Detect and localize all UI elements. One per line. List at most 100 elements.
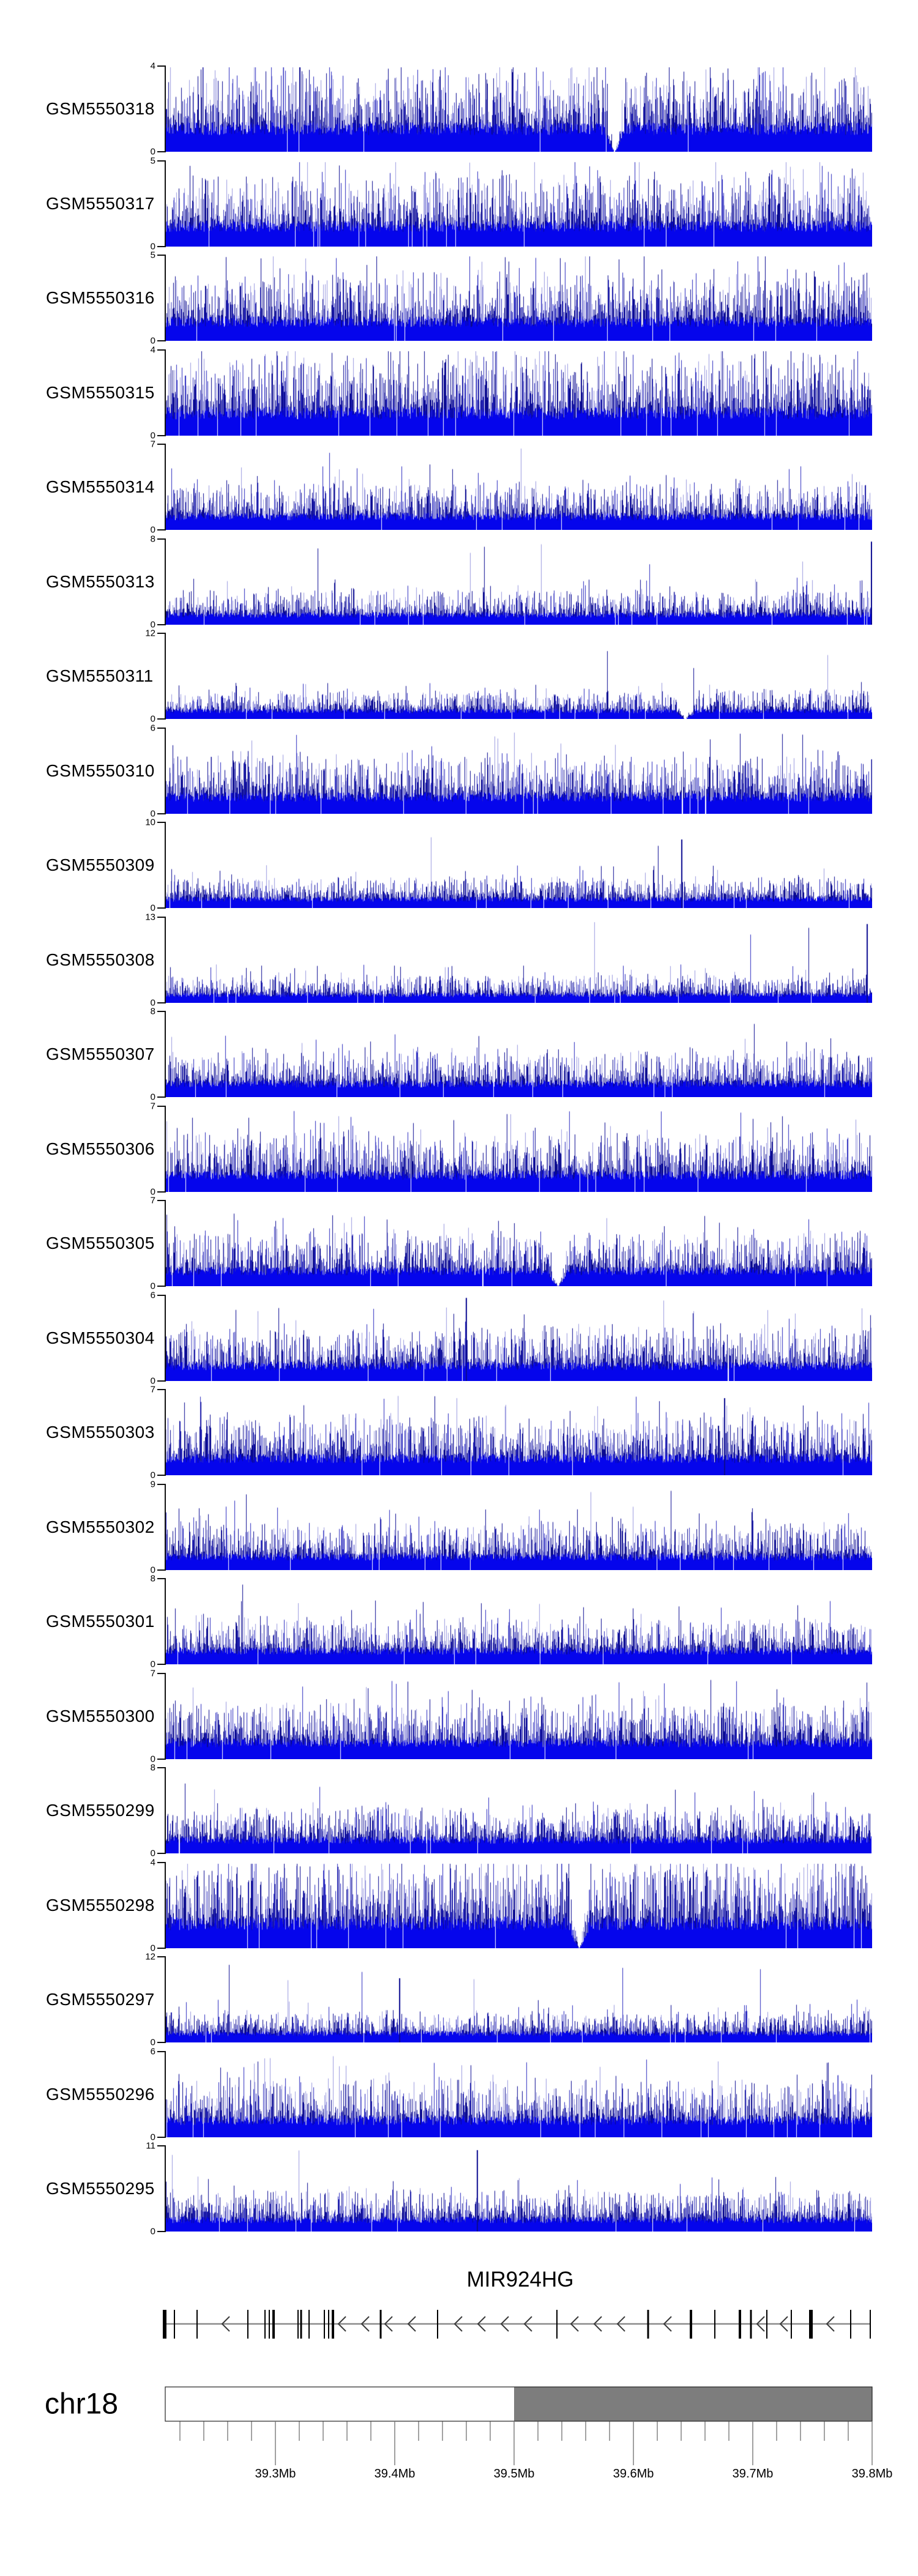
y-axis-top-tick (157, 728, 166, 729)
y-axis-zero-label: 0 (150, 2132, 155, 2143)
signal-track-row: GSM5550313 8 0 (0, 535, 918, 630)
y-axis-top-tick (157, 1295, 166, 1296)
signal-track-row: GSM5550296 6 0 (0, 2047, 918, 2142)
ruler-tick-label: 39.3Mb (255, 2467, 296, 2481)
strand-direction-chevron-icon (663, 2316, 672, 2332)
signal-track-row: GSM5550317 5 0 (0, 157, 918, 251)
y-axis-zero-label: 0 (150, 808, 155, 819)
y-axis-top-tick (157, 1389, 166, 1390)
exon-tick (437, 2310, 438, 2339)
coverage-signal-canvas (166, 66, 872, 152)
coverage-signal-canvas (166, 2052, 872, 2137)
track-label: GSM5550298 (46, 1896, 155, 1915)
y-axis-line (165, 1295, 166, 1381)
y-axis-top-tick (157, 917, 166, 918)
y-axis-top-tick (157, 2051, 166, 2052)
chromosome-label: chr18 (45, 2388, 119, 2421)
track-label: GSM5550311 (46, 666, 154, 685)
y-axis-top-tick (157, 1484, 166, 1485)
coverage-signal-canvas (166, 1106, 872, 1192)
exon-tick (379, 2310, 382, 2339)
track-label: GSM5550308 (46, 950, 155, 969)
track-label: GSM5550318 (46, 99, 155, 118)
y-axis-line (165, 1579, 166, 1664)
y-axis-zero-label: 0 (150, 524, 155, 535)
track-label: GSM5550314 (46, 477, 155, 496)
signal-track-row: GSM5550297 12 0 (0, 1952, 918, 2047)
track-label: GSM5550297 (46, 1990, 155, 2009)
track-label: GSM5550309 (46, 855, 155, 874)
coverage-signal-canvas (166, 1863, 872, 1948)
y-axis-top-tick (157, 2145, 166, 2146)
signal-track-row: GSM5550306 7 0 (0, 1102, 918, 1197)
signal-track-row: GSM5550310 6 0 (0, 724, 918, 819)
strand-direction-chevron-icon (384, 2316, 393, 2332)
gene-model-track (163, 2310, 871, 2339)
y-axis-zero-label: 0 (150, 1281, 155, 1292)
y-axis-zero-label: 0 (150, 1659, 155, 1670)
coverage-signal-canvas (166, 1295, 872, 1381)
coverage-signal-canvas (166, 539, 872, 625)
y-axis-zero-label: 0 (150, 1848, 155, 1859)
ruler-tick-label: 39.4Mb (375, 2467, 416, 2481)
ruler-tick-label: 39.8Mb (852, 2467, 893, 2481)
coverage-signal-canvas (166, 633, 872, 719)
y-axis-top-tick (157, 1106, 166, 1107)
exon-tick (272, 2310, 275, 2339)
signal-track-row: GSM5550301 8 0 (0, 1574, 918, 1669)
track-label: GSM5550310 (46, 761, 155, 780)
signal-track-row: GSM5550318 4 0 (0, 62, 918, 157)
y-axis-max-label: 7 (150, 439, 155, 450)
y-axis-line (165, 444, 166, 530)
coverage-signal-canvas (166, 1768, 872, 1853)
y-axis-top-tick (157, 822, 166, 823)
track-label: GSM5550317 (46, 194, 155, 213)
track-label: GSM5550316 (46, 288, 155, 307)
chromosome-bar-border (165, 2386, 873, 2422)
strand-direction-chevron-icon (500, 2316, 509, 2332)
y-axis-zero-tick (157, 718, 166, 720)
strand-direction-chevron-icon (337, 2316, 346, 2332)
y-axis-zero-tick (157, 151, 166, 152)
signal-track-row: GSM5550305 7 0 (0, 1196, 918, 1291)
y-axis-max-label: 7 (150, 1384, 155, 1395)
y-axis-line (165, 255, 166, 341)
signal-track-row: GSM5550304 6 0 (0, 1291, 918, 1386)
y-axis-max-label: 7 (150, 1195, 155, 1206)
y-axis-line (165, 633, 166, 719)
y-axis-zero-tick (157, 246, 166, 247)
y-axis-zero-tick (157, 1475, 166, 1476)
coverage-signal-canvas (166, 1201, 872, 1286)
y-axis-top-tick (157, 160, 166, 162)
exon-tick (324, 2310, 325, 2339)
y-axis-line (165, 350, 166, 436)
y-axis-zero-tick (157, 435, 166, 436)
strand-direction-chevron-icon (221, 2316, 230, 2332)
y-axis-max-label: 7 (150, 1101, 155, 1112)
y-axis-max-label: 5 (150, 250, 155, 261)
y-axis-line (165, 822, 166, 908)
y-axis-line (165, 1673, 166, 1759)
strand-direction-chevron-icon (523, 2316, 532, 2332)
y-axis-top-tick (157, 444, 166, 445)
track-label: GSM5550306 (46, 1139, 155, 1158)
y-axis-top-tick (157, 1673, 166, 1674)
track-label: GSM5550304 (46, 1328, 155, 1347)
y-axis-max-label: 8 (150, 1573, 155, 1584)
y-axis-max-label: 4 (150, 1857, 155, 1868)
exon-tick (196, 2310, 198, 2339)
y-axis-top-tick (157, 1200, 166, 1201)
y-axis-zero-tick (157, 1191, 166, 1193)
y-axis-max-label: 11 (146, 2140, 155, 2151)
exon-tick (556, 2310, 558, 2339)
signal-track-row: GSM5550314 7 0 (0, 440, 918, 535)
exon-tick (247, 2310, 248, 2339)
track-label: GSM5550315 (46, 383, 155, 402)
y-axis-top-tick (157, 1956, 166, 1957)
strand-direction-chevron-icon (826, 2316, 835, 2332)
coverage-signal-canvas (166, 1579, 872, 1664)
y-axis-line (165, 1484, 166, 1570)
signal-track-row: GSM5550308 13 0 (0, 913, 918, 1008)
coverage-signal-canvas (166, 1673, 872, 1759)
ruler-tick-label: 39.6Mb (613, 2467, 654, 2481)
